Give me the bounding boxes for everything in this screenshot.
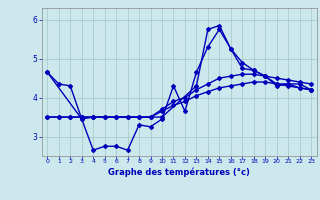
X-axis label: Graphe des températures (°c): Graphe des températures (°c) [108, 167, 250, 177]
